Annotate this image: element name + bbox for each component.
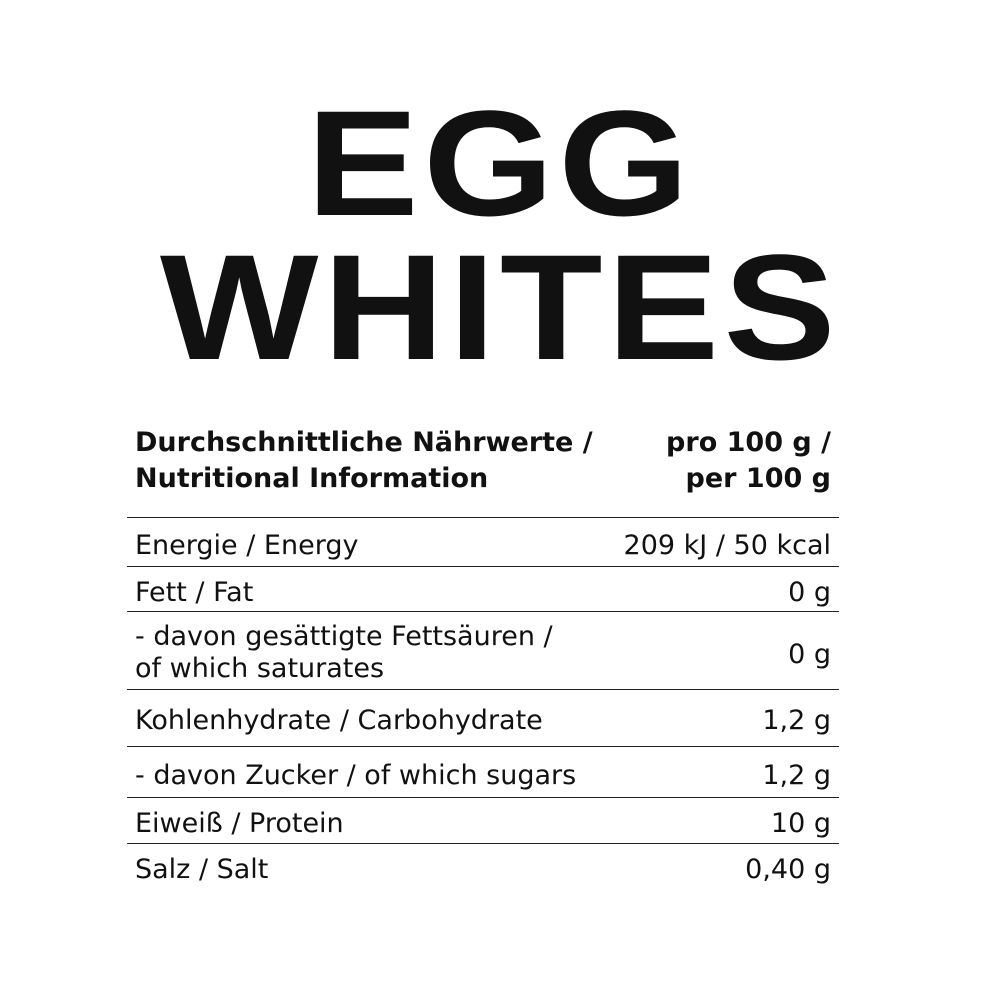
header-per-de: pro 100 g /	[666, 427, 831, 458]
row-value: 1,2 g	[762, 760, 831, 791]
row-label: Eiweiß / Protein	[135, 808, 344, 839]
row-label: Energie / Energy	[135, 530, 359, 561]
row-label: Salz / Salt	[135, 854, 269, 885]
header-label-de: Durchschnittliche Nährwerte /	[135, 427, 593, 458]
row-label-2: of which saturates	[135, 653, 385, 684]
table-row: Eiweiß / Protein 10 g	[127, 797, 839, 844]
product-title-line2: WHITES	[159, 223, 841, 391]
row-label: - davon Zucker / of which sugars	[135, 760, 577, 791]
row-value: 0 g	[788, 577, 831, 608]
row-label: Kohlenhydrate / Carbohydrate	[135, 705, 543, 736]
table-row: Salz / Salt 0,40 g	[127, 843, 839, 890]
row-label: - davon gesättigte Fettsäuren /	[135, 621, 553, 652]
row-value: 0 g	[788, 639, 831, 670]
table-row: - davon gesättigte Fettsäuren / of which …	[127, 611, 839, 690]
row-value: 10 g	[770, 808, 831, 839]
row-value: 209 kJ / 50 kcal	[623, 530, 831, 561]
table-row: - davon Zucker / of which sugars 1,2 g	[127, 746, 839, 798]
product-title-line1: EGG	[306, 79, 694, 247]
table-row: Kohlenhydrate / Carbohydrate 1,2 g	[127, 689, 839, 747]
row-label: Fett / Fat	[135, 577, 254, 608]
table-row: Energie / Energy 209 kJ / 50 kcal	[127, 517, 839, 567]
header-label-en: Nutritional Information	[135, 463, 489, 494]
header-per-en: per 100 g	[685, 463, 831, 494]
table-row: Fett / Fat 0 g	[127, 566, 839, 612]
row-value: 0,40 g	[745, 854, 831, 885]
row-value: 1,2 g	[762, 705, 831, 736]
